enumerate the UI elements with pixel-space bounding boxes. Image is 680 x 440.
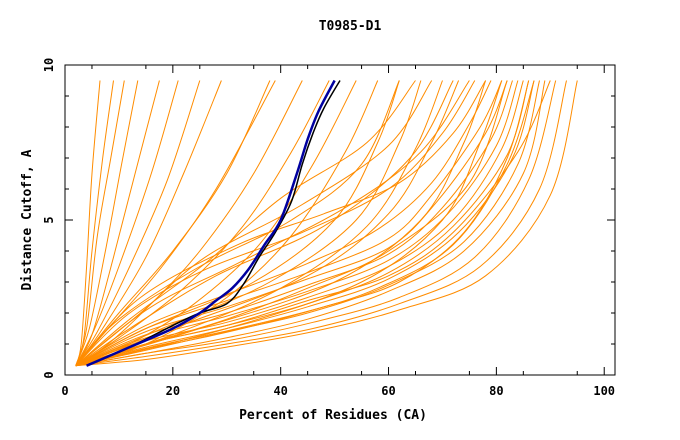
series-line-25 <box>75 80 454 367</box>
axes: 0 20 40 60 80 100 0 5 10 <box>42 58 615 398</box>
x-tick-label: 80 <box>489 384 503 398</box>
y-axis-label: Distance Cutoff, A <box>20 149 35 290</box>
series-line-21 <box>75 80 487 367</box>
x-tick-label: 100 <box>593 384 615 398</box>
y-tick-label: 0 <box>42 371 56 378</box>
series-line-41 <box>75 80 535 367</box>
series-line-5 <box>75 80 125 366</box>
series-line-7 <box>75 80 160 366</box>
series-line-43 <box>75 80 567 367</box>
y-tick-label: 10 <box>42 58 56 72</box>
series-line-40 <box>75 80 530 367</box>
series-line-1 <box>86 79 336 367</box>
series-line-10 <box>75 80 222 366</box>
x-tick-label: 20 <box>166 384 180 398</box>
series-line-38 <box>75 80 508 367</box>
x-tick-label: 60 <box>381 384 395 398</box>
series-line-35 <box>75 80 524 367</box>
series-line-39 <box>75 80 503 367</box>
series-line-46 <box>75 80 551 367</box>
series-line-13 <box>75 80 271 367</box>
series-line-3 <box>75 80 101 366</box>
series-line-42 <box>75 80 557 367</box>
chart-title: T0985-D1 <box>319 19 382 34</box>
series-line-11 <box>75 80 303 367</box>
series-line-23 <box>75 80 400 367</box>
series-line-8 <box>75 80 179 366</box>
series-line-37 <box>75 80 513 367</box>
x-tick-label: 0 <box>61 384 68 398</box>
series-line-44 <box>75 80 578 367</box>
series-line-2 <box>86 80 341 367</box>
series-line-45 <box>75 80 492 367</box>
series-line-4 <box>75 80 114 366</box>
x-tick-label: 40 <box>273 384 287 398</box>
series-line-29 <box>75 80 487 367</box>
series-layer <box>75 79 578 367</box>
series-line-27 <box>75 80 416 367</box>
series-line-9 <box>75 80 201 366</box>
y-tick-label: 5 <box>42 216 56 223</box>
series-line-6 <box>75 80 139 366</box>
series-line-33 <box>75 80 535 367</box>
series-line-28 <box>75 80 476 367</box>
plot-frame <box>64 64 616 376</box>
x-axis-label: Percent of Residues (CA) <box>239 408 427 423</box>
series-line-14 <box>75 80 330 367</box>
